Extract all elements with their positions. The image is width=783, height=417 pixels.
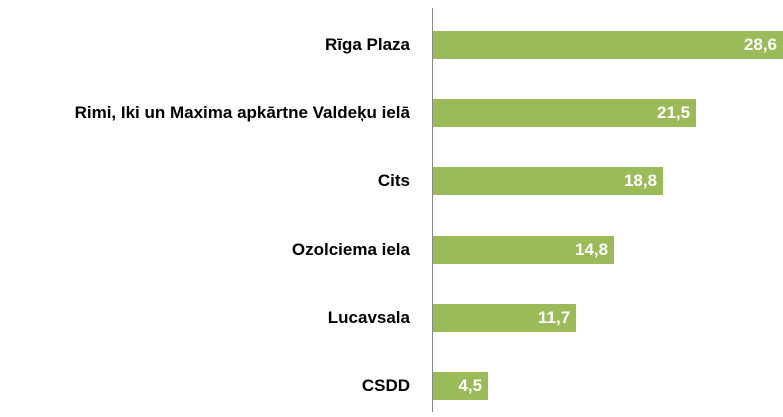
bar: 14,8 bbox=[433, 235, 615, 264]
data-label: 14,8 bbox=[575, 239, 609, 259]
data-label: 11,7 bbox=[538, 307, 571, 327]
data-label: 28,6 bbox=[743, 35, 777, 54]
bar: 28,6 bbox=[433, 31, 783, 59]
category-label: Cits bbox=[377, 171, 410, 191]
bar: 4,5 bbox=[433, 372, 489, 400]
data-label: 18,8 bbox=[623, 171, 658, 191]
data-label: 21,5 bbox=[657, 103, 691, 123]
category-label: Rimi, Iki un Maxima apkārtne Valdeķu iel… bbox=[74, 103, 410, 123]
data-label: 4,5 bbox=[458, 376, 483, 395]
bar: 21,5 bbox=[433, 99, 697, 128]
category-axis bbox=[432, 8, 433, 412]
bar: 11,7 bbox=[433, 303, 577, 332]
category-label: CSDD bbox=[361, 376, 410, 395]
category-label: Ozolciema iela bbox=[291, 239, 410, 259]
category-label: Rīga Plaza bbox=[324, 35, 410, 54]
bar: 18,8 bbox=[433, 167, 664, 196]
category-label: Lucavsala bbox=[327, 307, 410, 327]
